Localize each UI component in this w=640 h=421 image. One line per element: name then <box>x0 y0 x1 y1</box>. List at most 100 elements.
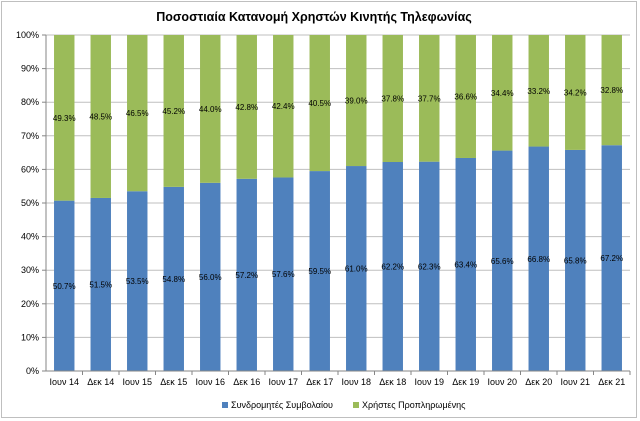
data-label: 42.4% <box>272 102 295 111</box>
y-tick-label: 40% <box>21 232 39 242</box>
bar-postpaid <box>200 182 221 371</box>
data-label: 48.5% <box>89 112 112 121</box>
bar-prepaid <box>346 35 367 167</box>
x-tick-label: Ιουν 21 <box>561 377 590 387</box>
data-label: 53.5% <box>126 277 149 286</box>
data-label: 62.3% <box>418 262 441 271</box>
x-tick-label: Ιουν 20 <box>488 377 517 387</box>
bar-prepaid <box>382 35 403 163</box>
data-label: 45.2% <box>162 107 185 116</box>
data-label: 37.7% <box>418 94 441 103</box>
data-label: 40.5% <box>308 99 331 108</box>
bar-postpaid <box>455 157 476 371</box>
data-label: 33.2% <box>527 87 550 96</box>
chart-title: Ποσοστιαία Κατανομή Χρηστών Κινητής Τηλε… <box>156 10 472 24</box>
y-tick-label: 100% <box>16 30 39 40</box>
y-tick-label: 0% <box>26 366 39 376</box>
x-tick-label: Δεκ 15 <box>160 377 187 387</box>
bar-prepaid <box>273 35 294 178</box>
y-tick-label: 90% <box>21 64 39 74</box>
bar-postpaid <box>90 197 111 371</box>
bar-postpaid <box>163 186 184 371</box>
y-tick-label: 10% <box>21 332 39 342</box>
x-tick-label: Ιουν 18 <box>342 377 371 387</box>
data-label: 49.3% <box>53 114 76 123</box>
bar-prepaid <box>565 35 586 150</box>
data-label: 46.5% <box>126 109 149 118</box>
data-label: 50.7% <box>53 282 76 291</box>
data-label: 65.6% <box>491 257 514 266</box>
x-tick-label: Ιουν 15 <box>123 377 152 387</box>
data-label: 61.0% <box>345 265 368 274</box>
legend: Συνδρομητές Συμβολαίου Χρήστες Προπληρωμέ… <box>222 400 466 410</box>
data-label: 34.4% <box>491 89 514 98</box>
data-label: 42.8% <box>235 103 258 112</box>
bar-postpaid <box>309 171 330 371</box>
x-tick-label: Ιουν 17 <box>269 377 298 387</box>
x-tick-label: Δεκ 14 <box>87 377 114 387</box>
axes: 0% 10% 20% 30% 40% 50% 60% 70% 80% 90% 100% Ιουν 14… <box>16 30 631 387</box>
bar-postpaid <box>601 145 622 371</box>
bar-postpaid <box>236 178 257 371</box>
bar-prepaid <box>455 35 476 158</box>
data-label: 56.0% <box>199 273 222 282</box>
data-label: 39.0% <box>345 97 368 106</box>
data-label: 59.5% <box>308 267 331 276</box>
bar-postpaid <box>565 149 586 371</box>
bar-postpaid <box>273 177 294 371</box>
data-label: 57.2% <box>235 271 258 280</box>
x-tick-label: Δεκ 19 <box>452 377 479 387</box>
data-label: 51.5% <box>89 280 112 289</box>
data-label: 66.8% <box>527 255 550 264</box>
y-tick-label: 20% <box>21 299 39 309</box>
bar-prepaid <box>528 35 549 147</box>
y-tick-label: 60% <box>21 164 39 174</box>
bar-postpaid <box>127 191 148 371</box>
bar-prepaid <box>601 35 622 146</box>
y-tick-label: 80% <box>21 97 39 107</box>
x-tick-label: Δεκ 17 <box>306 377 333 387</box>
legend-swatch <box>222 402 228 408</box>
bar-prepaid <box>90 35 111 198</box>
data-label: 65.8% <box>564 256 587 265</box>
bar-postpaid <box>419 161 440 371</box>
data-label: 67.2% <box>600 254 623 263</box>
data-label: 37.8% <box>381 95 404 104</box>
bar-postpaid <box>492 150 513 371</box>
bar-prepaid <box>492 35 513 151</box>
bar-prepaid <box>236 35 257 179</box>
data-label: 54.8% <box>162 275 185 284</box>
data-label: 34.2% <box>564 88 587 97</box>
bar-postpaid <box>528 146 549 371</box>
legend-swatch <box>353 402 359 408</box>
bar-prepaid <box>163 35 184 187</box>
data-label: 36.6% <box>454 92 477 101</box>
bar-prepaid <box>419 35 440 162</box>
x-tick-label: Ιουν 16 <box>196 377 225 387</box>
bar-prepaid <box>54 35 75 201</box>
x-tick-label: Δεκ 20 <box>525 377 552 387</box>
data-label: 44.0% <box>199 105 222 114</box>
legend-label: Συνδρομητές Συμβολαίου <box>231 400 333 410</box>
bars: 50.7% 49.3% 51.5% 48.5% 53.5% 46.5% 54.8% 45.2%… <box>53 35 623 371</box>
x-tick-label: Δεκ 18 <box>379 377 406 387</box>
x-tick-label: Δεκ 16 <box>233 377 260 387</box>
bar-postpaid <box>382 162 403 371</box>
y-tick-label: 50% <box>21 198 39 208</box>
data-label: 63.4% <box>454 260 477 269</box>
y-tick-label: 30% <box>21 265 39 275</box>
bar-prepaid <box>200 35 221 183</box>
bar-prepaid <box>309 35 330 172</box>
data-label: 32.8% <box>600 86 623 95</box>
data-label: 62.2% <box>381 263 404 272</box>
y-tick-label: 70% <box>21 131 39 141</box>
legend-label: Χρήστες Προπληρωμένης <box>362 400 466 410</box>
bar-postpaid <box>54 200 75 371</box>
data-label: 57.6% <box>272 270 295 279</box>
x-tick-label: Δεκ 21 <box>598 377 625 387</box>
bar-postpaid <box>346 166 367 371</box>
x-tick-label: Ιουν 14 <box>50 377 79 387</box>
x-tick-label: Ιουν 19 <box>415 377 444 387</box>
